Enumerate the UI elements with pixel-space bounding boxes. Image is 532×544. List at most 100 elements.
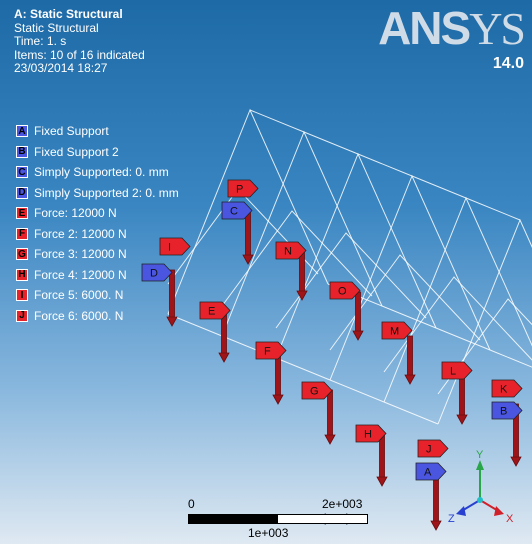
bc-tag-p: P (227, 179, 259, 198)
bc-tag-b: B (491, 401, 523, 420)
ansys-logo: ANSYS 14.0 (378, 3, 526, 73)
truss-diagonal (329, 254, 481, 351)
legend-label: Force 3: 12000 N (34, 247, 127, 262)
legend-label: Fixed Support 2 (34, 144, 119, 159)
bc-tag-letter: J (426, 444, 432, 456)
triad-x-label: X (506, 513, 514, 525)
brand-main: ANS (378, 2, 471, 54)
bc-tag-j: J (417, 439, 449, 458)
legend-badge: J (16, 309, 28, 322)
scale-zero-label: 0 (188, 497, 195, 511)
legend-label: Force 6: 6000. N (34, 308, 124, 323)
legend-item-b[interactable]: B Fixed Support 2 (16, 142, 179, 163)
truss-ridge-member (411, 175, 467, 199)
legend-label: Force 4: 12000 N (34, 267, 127, 282)
ansys-version: 14.0 (492, 55, 524, 72)
brand-tail: YS (469, 3, 526, 54)
triad-z-head (456, 506, 466, 516)
legend-item-h[interactable]: H Force 4: 12000 N (16, 265, 179, 286)
triad-y-label: Y (476, 449, 484, 461)
force-arrow (166, 269, 178, 327)
legend-item-d[interactable]: D Simply Supported 2: 0. mm (16, 183, 179, 204)
legend-item-j[interactable]: J Force 6: 6000. N (16, 306, 179, 327)
bc-tag-l: L (441, 361, 473, 380)
legend-item-i[interactable]: I Force 5: 6000. N (16, 285, 179, 306)
bc-tag-f: F (255, 341, 287, 360)
force-arrow (404, 335, 416, 385)
bc-tag-letter: E (208, 306, 215, 318)
truss-ridge-member (249, 109, 305, 133)
legend-item-g[interactable]: G Force 3: 12000 N (16, 244, 179, 265)
force-arrow (456, 375, 468, 425)
legend-item-a[interactable]: A Fixed Support (16, 121, 179, 142)
scale-mid-label: 1e+003 (248, 526, 289, 540)
bc-tag-letter: B (500, 406, 507, 418)
analysis-title: A: Static Structural (14, 7, 123, 21)
bc-tag-g: G (301, 381, 333, 400)
legend-badge: E (16, 207, 28, 220)
truss-chord-member (275, 357, 331, 381)
bc-tag-letter: A (424, 467, 432, 479)
scale-bar: 0 2e+003 (mm) 1e+003 (188, 497, 368, 540)
legend-item-e[interactable]: E Force: 12000 N (16, 203, 179, 224)
force-arrow (324, 389, 336, 445)
analysis-info: A: Static Structural Static Structural T… (14, 7, 145, 76)
scale-bar-graphic (188, 514, 368, 524)
triad-x-head (494, 506, 504, 516)
bc-tag-a: A (415, 462, 447, 481)
scale-bar-fill (189, 515, 278, 523)
bc-tag-letter: O (338, 286, 347, 298)
bc-tag-letter: P (236, 184, 243, 196)
analysis-date: 23/03/2014 18:27 (14, 61, 108, 75)
legend-label: Fixed Support (34, 124, 109, 139)
boundary-condition-tags: PC I D N O E M F L G KB H JA (141, 179, 523, 481)
legend-badge: B (16, 145, 28, 158)
truss-ridge-member (357, 153, 413, 177)
analysis-type: Static Structural (14, 20, 99, 35)
bc-tag-k: K (491, 379, 523, 398)
truss-ridge-member (303, 131, 359, 155)
analysis-items: Items: 10 of 16 indicated (14, 47, 145, 62)
bc-tag-h: H (355, 424, 387, 443)
bc-tag-letter: G (310, 386, 319, 398)
legend-label: Force 5: 6000. N (34, 288, 124, 303)
truss-chord-member (383, 401, 439, 425)
bc-tag-n: N (275, 241, 307, 260)
bc-tag-o: O (329, 281, 361, 300)
legend-badge: F (16, 227, 28, 240)
truss-diagonal (275, 232, 427, 329)
bc-tag-letter: F (264, 346, 271, 358)
legend-badge: A (16, 125, 28, 138)
bc-tag-letter: D (150, 268, 158, 280)
legend-label: Force: 12000 N (34, 206, 117, 221)
legend-item-c[interactable]: C Simply Supported: 0. mm (16, 162, 179, 183)
boundary-legend: A Fixed Support B Fixed Support 2 C Simply … (16, 121, 179, 326)
legend-badge: G (16, 248, 28, 261)
bc-tag-letter: M (390, 326, 399, 338)
bc-tag-letter: K (500, 384, 508, 396)
bc-tag-letter: I (168, 242, 171, 254)
truss-back-member (489, 349, 532, 368)
legend-item-f[interactable]: F Force 2: 12000 N (16, 224, 179, 245)
truss-back-member (381, 305, 437, 329)
truss-frame (437, 218, 532, 425)
triad-origin (477, 497, 483, 503)
bc-tag-letter: L (450, 366, 456, 378)
bc-tag-letter: C (230, 206, 238, 218)
bc-tag-letter: N (284, 246, 292, 258)
coordinate-triad[interactable]: Y X Z (448, 449, 514, 525)
truss-ridge-member (465, 197, 521, 221)
legend-badge: I (16, 289, 28, 302)
legend-badge: H (16, 268, 28, 281)
bc-tag-letter: H (364, 429, 372, 441)
truss-diagonal (221, 210, 373, 307)
force-arrow (242, 211, 254, 265)
force-arrow (430, 473, 442, 531)
bc-tag-c: C (221, 201, 253, 220)
legend-badge: D (16, 186, 28, 199)
analysis-time: Time: 1. s (14, 34, 67, 48)
truss-wireframe (167, 108, 532, 425)
bc-tag-m: M (381, 321, 413, 340)
